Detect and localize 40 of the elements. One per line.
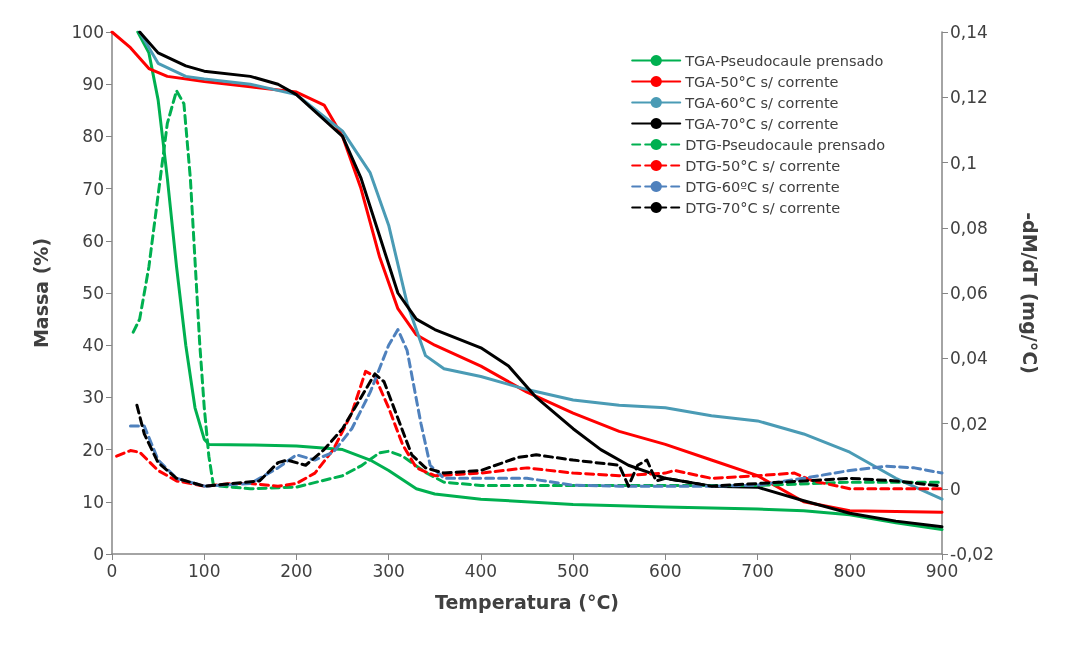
y2-tick-label: 0,12 [950, 87, 988, 108]
y-tick-label: 20 [82, 439, 104, 460]
y2-tick-label: 0,02 [950, 413, 988, 434]
legend-label: TGA-60°C s/ corrente [684, 94, 839, 111]
y-tick-label: 90 [82, 74, 104, 95]
x-tick-label: 100 [188, 560, 221, 581]
y2-axis-title: -dM/dT (mg/°C) [1018, 212, 1041, 374]
y2-tick-label: 0,14 [950, 22, 988, 42]
y2-tick-label: 0 [950, 478, 961, 499]
legend-label: DTG-Pseudocaule prensado [685, 136, 886, 153]
legend-label: TGA-Pseudocaule prensado [684, 52, 884, 69]
x-tick-label: 300 [372, 560, 405, 581]
x-axis-title: Temperatura (°C) [434, 590, 620, 613]
x-tick-label: 400 [464, 560, 498, 581]
legend-label: DTG-60ºC s/ corrente [685, 178, 840, 195]
y2-tick-label: 0,08 [950, 217, 988, 238]
x-tick-label: 500 [556, 560, 590, 581]
legend-label: TGA-70°C s/ corrente [684, 115, 839, 132]
y-tick-label: 100 [71, 22, 104, 42]
y2-tick-label: 0,06 [950, 283, 988, 303]
y-tick-label: 40 [82, 335, 104, 356]
legend-label: TGA-50°C s/ corrente [684, 73, 839, 90]
y2-tick-label: 0,1 [950, 152, 978, 173]
y2-tick-label: 0,04 [950, 348, 988, 369]
y-tick-label: 30 [82, 387, 104, 408]
legend-label: DTG-50°C s/ corrente [685, 157, 841, 174]
x-tick-label: 0 [106, 560, 118, 581]
y-tick-label: 70 [82, 178, 104, 199]
y-tick-label: 80 [82, 126, 104, 147]
y-axis-title: Massa (%) [29, 237, 52, 349]
y-tick-label: 0 [93, 544, 104, 564]
x-tick-label: 800 [833, 560, 866, 581]
y-tick-label: 50 [82, 283, 104, 303]
x-tick-label: 200 [280, 560, 313, 581]
legend-label: DTG-70°C s/ corrente [685, 199, 841, 216]
line-series [128, 328, 944, 488]
y-tick-label: 60 [82, 230, 104, 251]
x-tick-label: 700 [741, 560, 774, 581]
x-tick-label: 600 [649, 560, 682, 581]
y-tick-label: 10 [82, 491, 104, 512]
